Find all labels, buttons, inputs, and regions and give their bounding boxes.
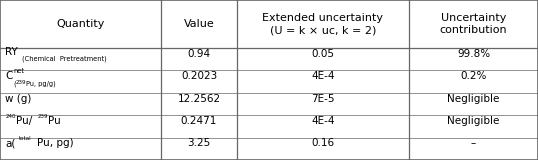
Text: 0.16: 0.16 — [312, 138, 334, 148]
Text: a(: a( — [5, 138, 16, 148]
Text: Pu: Pu — [48, 116, 61, 126]
Text: 7E-5: 7E-5 — [311, 94, 335, 104]
Text: C: C — [5, 71, 13, 81]
Text: 239: 239 — [38, 114, 48, 119]
Text: total: total — [19, 136, 31, 141]
Text: Value: Value — [183, 19, 215, 29]
Text: Negligible: Negligible — [447, 94, 500, 104]
Text: (Chemical  Pretreatment): (Chemical Pretreatment) — [22, 55, 107, 61]
Text: 12.2562: 12.2562 — [178, 94, 221, 104]
Text: Pu, pg): Pu, pg) — [37, 138, 73, 148]
Text: 240: 240 — [5, 114, 16, 119]
Text: Uncertainty
contribution: Uncertainty contribution — [440, 13, 507, 35]
Text: RY: RY — [5, 47, 18, 57]
Text: 0.05: 0.05 — [312, 49, 334, 59]
Text: Pu, pg/g): Pu, pg/g) — [26, 81, 55, 87]
Text: Pu/: Pu/ — [16, 116, 32, 126]
Text: Extended uncertainty
(U = k × uc, k = 2): Extended uncertainty (U = k × uc, k = 2) — [263, 13, 383, 35]
Text: net: net — [13, 68, 24, 74]
Text: 4E-4: 4E-4 — [311, 71, 335, 81]
Text: w (g): w (g) — [5, 94, 32, 104]
Text: 0.94: 0.94 — [188, 49, 210, 59]
Text: 4E-4: 4E-4 — [311, 116, 335, 126]
Text: Quantity: Quantity — [56, 19, 105, 29]
Text: 239: 239 — [16, 80, 27, 85]
Text: 0.2%: 0.2% — [460, 71, 487, 81]
Text: Negligible: Negligible — [447, 116, 500, 126]
Text: 99.8%: 99.8% — [457, 49, 490, 59]
Text: 3.25: 3.25 — [187, 138, 211, 148]
Text: –: – — [471, 138, 476, 148]
Text: (: ( — [13, 81, 16, 87]
Text: 0.2023: 0.2023 — [181, 71, 217, 81]
Text: 0.2471: 0.2471 — [181, 116, 217, 126]
